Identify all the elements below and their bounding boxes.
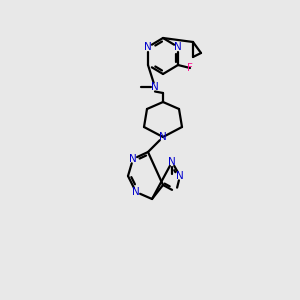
Text: N: N [151, 82, 159, 92]
Text: F: F [187, 63, 193, 73]
Text: N: N [132, 187, 140, 197]
Text: N: N [168, 157, 176, 167]
Text: N: N [176, 171, 184, 181]
Text: N: N [129, 154, 137, 164]
Text: N: N [174, 42, 182, 52]
Text: N: N [144, 42, 152, 52]
Text: N: N [159, 132, 167, 142]
